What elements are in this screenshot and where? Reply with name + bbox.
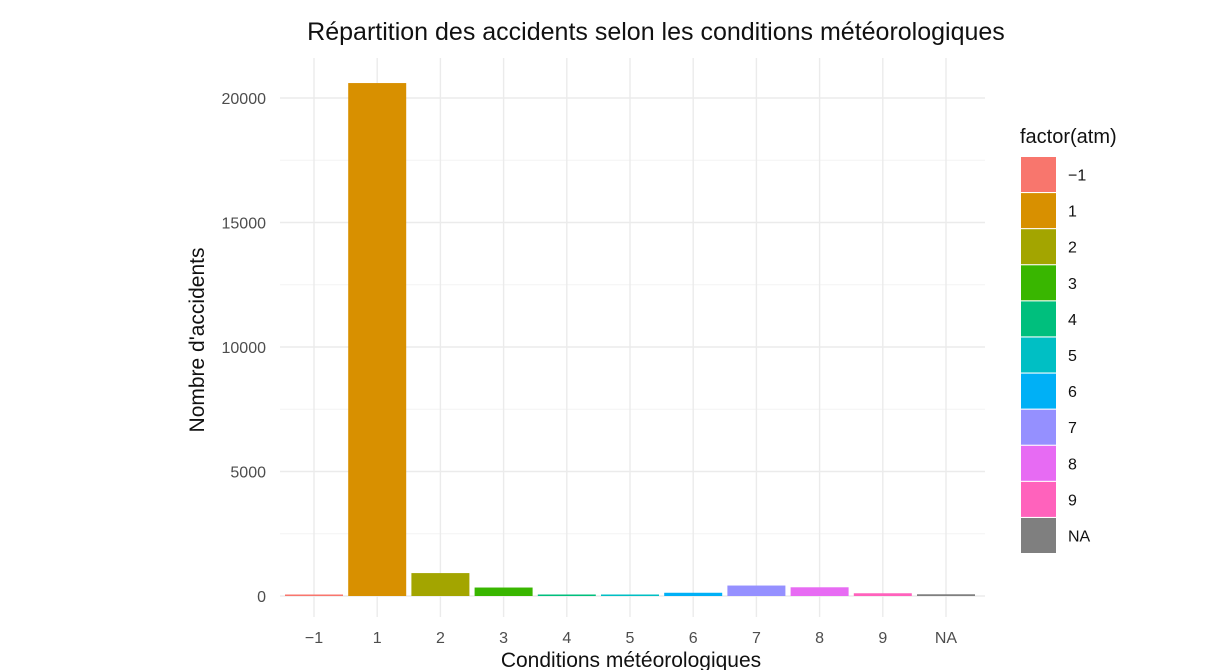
y-tick-label: 0 [257, 589, 266, 606]
chart-title: Répartition des accidents selon les cond… [307, 18, 1005, 46]
y-axis-ticks: 0 5000 10000 15000 20000 [222, 91, 267, 606]
legend-label: 4 [1068, 312, 1077, 329]
x-tick-label: −1 [305, 630, 323, 647]
x-tick-label: 8 [815, 630, 824, 647]
bar-1 [348, 83, 407, 596]
legend-label: 7 [1068, 420, 1077, 437]
x-tick-label: 3 [499, 630, 508, 647]
x-tick-label: 9 [878, 630, 887, 647]
legend-key-9 [1021, 481, 1056, 517]
y-tick-label: 10000 [222, 340, 267, 357]
legend-label: 9 [1068, 492, 1077, 509]
legend-label: −1 [1068, 168, 1086, 185]
legend-key-7 [1021, 409, 1056, 445]
bar-10 [917, 594, 975, 596]
y-tick-label: 15000 [222, 216, 267, 233]
legend-label: 2 [1068, 240, 1077, 257]
x-tick-label: NA [935, 630, 958, 647]
x-tick-label: 2 [436, 630, 445, 647]
legend: factor(atm) −1 1 2 3 4 5 6 7 8 9 NA [1020, 126, 1117, 553]
legend-key-6 [1021, 373, 1056, 409]
y-tick-label: 5000 [230, 465, 266, 482]
legend-key-3 [1021, 265, 1056, 301]
bar-9 [853, 593, 912, 596]
legend-label: 5 [1068, 348, 1077, 365]
bar-5 [601, 594, 659, 596]
legend-label: 6 [1068, 384, 1077, 401]
x-axis-title: Conditions météorologiques [501, 649, 761, 670]
legend-label: 1 [1068, 204, 1077, 221]
legend-key-10 [1021, 518, 1056, 553]
x-tick-label: 4 [562, 630, 571, 647]
bar-4 [537, 594, 596, 596]
legend-key-2 [1021, 229, 1056, 265]
x-tick-label: 5 [626, 630, 635, 647]
y-tick-label: 20000 [222, 91, 267, 108]
legend-title: factor(atm) [1020, 126, 1117, 148]
legend-key-8 [1021, 445, 1056, 481]
legend-label: 8 [1068, 456, 1077, 473]
x-tick-label: 6 [689, 630, 698, 647]
legend-key-4 [1021, 301, 1056, 337]
bar-3 [474, 587, 533, 596]
x-axis-ticks: −1 1 2 3 4 5 6 7 8 9 NA [305, 630, 958, 647]
bar-2 [411, 573, 470, 596]
bar-0 [285, 594, 343, 596]
legend-label: 3 [1068, 276, 1077, 293]
legend-key-1 [1021, 193, 1056, 229]
bar-7 [727, 585, 786, 596]
bars [285, 83, 975, 596]
legend-key-5 [1021, 337, 1056, 373]
bar-8 [790, 587, 849, 596]
legend-items: −1 1 2 3 4 5 6 7 8 9 NA [1021, 157, 1091, 553]
x-tick-label: 7 [752, 630, 761, 647]
legend-key-0 [1021, 157, 1056, 192]
bar-6 [664, 592, 723, 596]
y-axis-title: Nombre d'accidents [186, 248, 209, 433]
legend-label: NA [1068, 529, 1091, 546]
x-tick-label: 1 [373, 630, 382, 647]
